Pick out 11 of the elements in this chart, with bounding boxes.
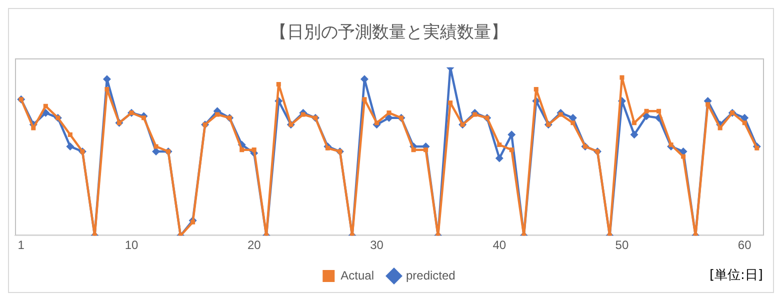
legend-label: Actual	[340, 268, 374, 282]
x-tick-label: 10	[124, 238, 138, 252]
text: [単位:日]	[709, 267, 763, 284]
x-tick-label: 30	[370, 238, 384, 252]
legend-label: predicted	[406, 268, 456, 282]
x-tick-label: 40	[492, 238, 506, 252]
x-tick-label: 1	[18, 238, 25, 252]
chart-title: 【日別の予測数量と実績数量】	[270, 22, 508, 43]
x-tick-label: 20	[247, 238, 262, 252]
x-tick-label: 60	[738, 238, 752, 252]
x-tick-label: 50	[615, 238, 629, 252]
